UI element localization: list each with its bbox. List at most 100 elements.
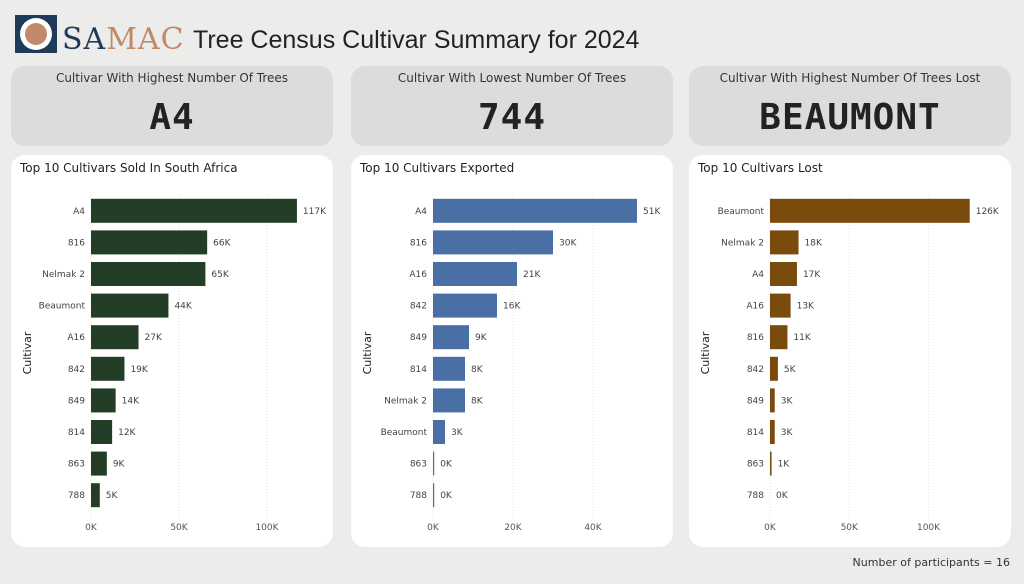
category-label: Beaumont [39, 302, 86, 312]
kpi-label: Cultivar With Lowest Number Of Trees [397, 71, 627, 85]
kpi-card-highest-trees: Cultivar With Highest Number Of Trees A4 [11, 66, 333, 146]
bar-chart-exported: 0K 20K 40K Cultivar A4 51K 816 30K A16 21K 842 16K 8… [361, 195, 661, 533]
bar [433, 483, 435, 508]
category-label: 788 [68, 491, 85, 501]
data-label: 51K [643, 207, 661, 217]
bar [433, 356, 465, 381]
data-label: 17K [803, 270, 821, 280]
category-label: 814 [410, 365, 427, 375]
data-label: 0K [776, 491, 789, 501]
category-label: 842 [410, 302, 427, 312]
bar [433, 388, 465, 413]
category-label: A16 [746, 302, 764, 312]
kpi-value: A4 [149, 97, 195, 138]
data-label: 12K [118, 428, 136, 438]
bar [433, 420, 445, 444]
data-label: 9K [113, 460, 126, 470]
data-label: 19K [130, 365, 148, 375]
category-label: 816 [68, 238, 85, 248]
data-label: 3K [781, 396, 794, 406]
category-label: 849 [747, 396, 764, 406]
data-label: 14K [122, 396, 140, 406]
y-axis-label: Cultivar [21, 331, 34, 374]
bar [770, 356, 778, 381]
kpi-value: 744 [477, 97, 547, 138]
data-label: 0K [440, 491, 453, 501]
bar [91, 451, 107, 476]
bar [91, 230, 208, 255]
category-label: A4 [73, 207, 85, 217]
data-label: 65K [211, 270, 229, 280]
kpi-card-lowest-trees: Cultivar With Lowest Number Of Trees 744 [351, 66, 673, 146]
data-label: 21K [523, 270, 541, 280]
category-label: Nelmak 2 [384, 396, 427, 406]
chart-title: Top 10 Cultivars Lost [698, 161, 823, 175]
bar [91, 356, 125, 381]
data-label: 9K [475, 333, 488, 343]
x-tick-label: 40K [584, 523, 602, 533]
y-axis-label: Cultivar [361, 331, 374, 374]
bar [433, 262, 517, 286]
bar [770, 230, 799, 255]
data-label: 126K [976, 207, 1000, 217]
x-tick-label: 100K [917, 523, 941, 533]
data-label: 16K [503, 302, 521, 312]
bar [433, 451, 435, 476]
bar [433, 325, 469, 350]
category-label: A16 [67, 333, 85, 343]
data-label: 30K [559, 238, 577, 248]
kpi-label: Cultivar With Highest Number Of Trees [55, 71, 289, 85]
data-label: 3K [451, 428, 464, 438]
y-axis-label: Cultivar [699, 331, 712, 374]
participants-footnote: Number of participants = 16 [852, 556, 1010, 569]
bar [91, 388, 116, 413]
data-label: 0K [440, 460, 453, 470]
data-label: 117K [303, 207, 327, 217]
x-tick-label: 50K [170, 523, 188, 533]
category-label: 842 [68, 365, 85, 375]
category-label: 863 [68, 460, 85, 470]
chart-card-exported: Top 10 Cultivars Exported 0K 20K 40K Cultiv… [351, 155, 673, 547]
bar [433, 230, 553, 255]
bar [770, 451, 772, 476]
category-label: 814 [68, 428, 85, 438]
bar [770, 262, 797, 286]
category-label: 788 [410, 491, 427, 501]
category-label: Nelmak 2 [42, 270, 85, 280]
bar [770, 388, 775, 413]
category-label: A16 [409, 270, 427, 280]
samac-logo-icon [15, 15, 57, 53]
category-label: 849 [410, 333, 427, 343]
bar [91, 325, 139, 350]
x-tick-label: 0K [85, 523, 98, 533]
x-tick-label: 100K [255, 523, 279, 533]
category-label: Beaumont [718, 207, 765, 217]
data-label: 3K [781, 428, 794, 438]
category-label: A4 [415, 207, 427, 217]
data-label: 5K [106, 491, 119, 501]
bar [770, 293, 791, 318]
bar [91, 293, 169, 318]
bar [91, 262, 206, 286]
chart-title: Top 10 Cultivars Sold In South Africa [20, 161, 238, 175]
bar-chart-sold: 0K 50K 100K Cultivar A4 117K 816 66K Nelmak 2 65K… [21, 195, 327, 533]
data-label: 27K [145, 333, 163, 343]
page-title: Tree Census Cultivar Summary for 2024 [193, 26, 640, 54]
category-label: 842 [747, 365, 764, 375]
kpi-card-highest-lost: Cultivar With Highest Number Of Trees Lo… [689, 66, 1011, 146]
category-label: 863 [747, 460, 764, 470]
logo-text-sa: SA [62, 22, 107, 57]
category-label: 816 [410, 238, 427, 248]
x-tick-label: 0K [764, 523, 777, 533]
category-label: 788 [747, 491, 764, 501]
data-label: 1K [778, 460, 791, 470]
data-label: 8K [471, 396, 484, 406]
bar [91, 420, 113, 444]
kpi-value: BEAUMONT [759, 97, 941, 138]
bar [770, 420, 775, 444]
bar [433, 293, 497, 318]
data-label: 44K [174, 302, 192, 312]
chart-title: Top 10 Cultivars Exported [360, 161, 515, 175]
bar [433, 198, 637, 223]
data-label: 18K [805, 238, 823, 248]
